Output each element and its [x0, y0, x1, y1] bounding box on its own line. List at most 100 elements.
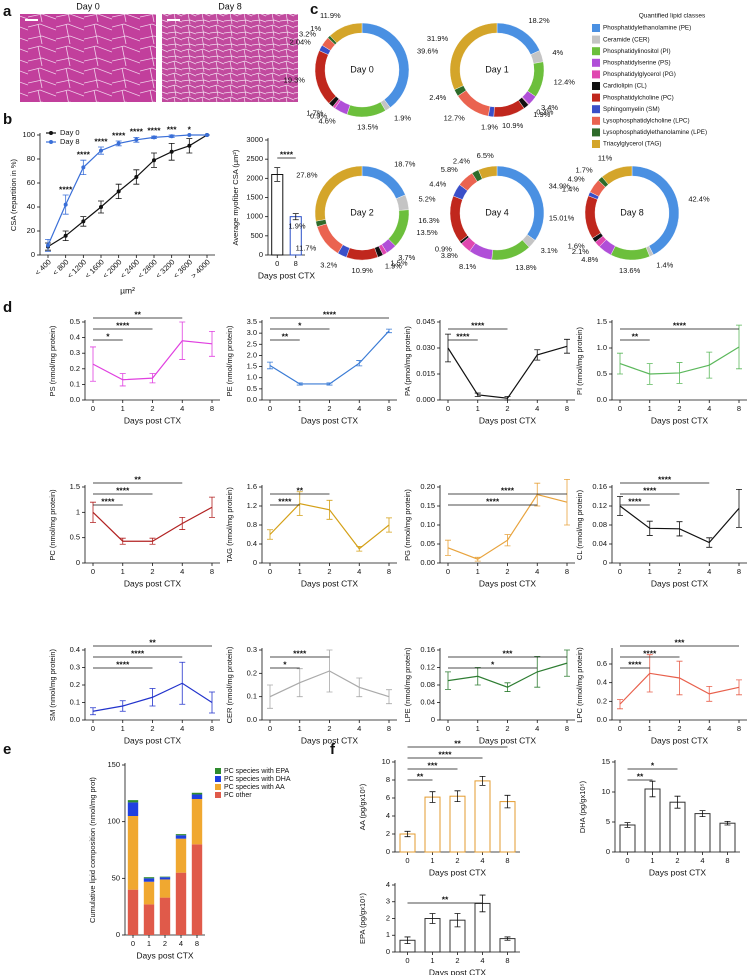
- slice-label: 42.4%: [688, 194, 710, 203]
- donut-slice: [316, 223, 344, 254]
- y-tick-label: 0.15: [420, 501, 435, 510]
- y-tick-label: 0.04: [420, 697, 435, 706]
- x-tick-label: 1: [476, 404, 480, 413]
- x-tick-label: 0: [91, 404, 95, 413]
- panel-label: f: [330, 741, 336, 758]
- x-tick-label: 2: [150, 724, 154, 733]
- x-tick-label: 2: [677, 567, 681, 576]
- slice-label: 4.6%: [319, 117, 336, 126]
- slice-label: 4%: [552, 48, 563, 57]
- y-tick-label: 0.5: [70, 317, 80, 326]
- bar: [499, 801, 516, 853]
- y-tick-label: 2000: [246, 173, 263, 182]
- donut-slice: [388, 209, 410, 247]
- slice-label: 2.1%: [572, 247, 589, 256]
- donut-slice: [584, 195, 602, 239]
- y-tick-label: 2500: [246, 154, 263, 163]
- legend-swatch: [215, 776, 221, 782]
- legend-label: Lysophosphatidylcholine (LPC): [603, 117, 690, 124]
- x-axis-title: Days post CTX: [301, 415, 358, 425]
- slice-label: 13.5%: [357, 123, 379, 132]
- significance-label: **: [417, 771, 424, 781]
- slice-label: 15.01%: [549, 214, 575, 223]
- donut-slice: [449, 195, 468, 242]
- y-tick-label: 0.08: [420, 680, 435, 689]
- y-tick-label: 150: [107, 760, 120, 769]
- donut-slice: [610, 245, 651, 261]
- slice-label: 1.5%: [390, 259, 407, 268]
- donut-center-label: Day 4: [485, 207, 509, 217]
- legend-title: Quantified lipid classes: [639, 13, 706, 20]
- slice-label: 18.2%: [528, 16, 550, 25]
- significance-label: ***: [503, 648, 514, 658]
- data-point: [187, 133, 192, 137]
- bar-segment: [143, 878, 155, 882]
- legend-swatch: [592, 105, 600, 114]
- y-tick-label: 0.2: [70, 364, 80, 373]
- x-tick-label: < 400: [33, 257, 53, 277]
- bar: [669, 801, 686, 853]
- significance-label: ****: [471, 320, 485, 330]
- bar-segment: [159, 879, 171, 898]
- error-bar: [429, 791, 436, 803]
- x-axis-title: Days post CTX: [479, 735, 536, 745]
- slice-label: 0.9%: [435, 245, 452, 254]
- y-tick-label: 15: [602, 757, 610, 766]
- x-tick-label: 1: [147, 939, 151, 948]
- data-line: [47, 134, 208, 248]
- slice-label: 1.4%: [562, 184, 579, 193]
- x-tick-label: 8: [737, 724, 741, 733]
- donut-slice: [346, 247, 379, 261]
- data-point: [99, 205, 103, 209]
- y-tick-label: 0: [431, 715, 435, 724]
- y-tick-label: 0.2: [247, 668, 257, 677]
- significance-label: ****: [643, 485, 657, 495]
- x-tick-label: 8: [387, 404, 391, 413]
- slice-label: 11%: [598, 153, 613, 162]
- y-tick-label: 0: [606, 847, 610, 856]
- bar: [719, 822, 736, 853]
- x-tick-label: 4: [357, 567, 361, 576]
- y-tick-label: 0.8: [247, 520, 257, 529]
- y-tick-label: 0.4: [70, 333, 80, 342]
- x-tick-label: 8: [195, 939, 199, 948]
- x-tick-label: 2: [163, 939, 167, 948]
- donut-slice: [496, 165, 545, 241]
- significance-label: ****: [101, 496, 115, 506]
- legend-label: Phosphatidylserine (PS): [603, 59, 671, 66]
- data-point: [205, 133, 209, 137]
- y-tick-label: 1.0: [597, 343, 607, 352]
- significance-label: **: [454, 738, 461, 748]
- slice-label: 19.3%: [284, 75, 306, 84]
- x-tick-label: 4: [707, 404, 711, 413]
- slice-label: 34.9%: [549, 181, 571, 190]
- legend-label: PC species with DHA: [224, 776, 291, 783]
- y-axis-title: AA (pg/gx10⁵): [358, 783, 367, 830]
- y-tick-label: 100: [107, 817, 120, 826]
- y-tick-label: 0: [116, 930, 120, 939]
- data-line: [619, 505, 740, 544]
- x-tick-label: 4: [179, 939, 183, 948]
- data-line: [92, 506, 213, 542]
- bar-segment: [143, 881, 155, 905]
- legend-label: Phosphatidylinositol (PI): [603, 48, 671, 55]
- x-axis-title: Days post CTX: [651, 415, 708, 425]
- x-tick-label: 8: [210, 404, 214, 413]
- y-tick-label: 0: [31, 250, 35, 259]
- x-tick-label: 8: [565, 567, 569, 576]
- slice-label: 4.8%: [581, 255, 598, 264]
- y-tick-label: 0.1: [70, 697, 80, 706]
- data-point: [81, 219, 86, 224]
- slice-label: 27.8%: [296, 171, 318, 180]
- data-line: [269, 670, 390, 698]
- error-bar: [479, 776, 486, 786]
- x-tick-label: 0: [268, 567, 272, 576]
- donut-slice: [361, 165, 406, 199]
- x-tick-label: 0: [446, 724, 450, 733]
- x-tick-label: 2: [150, 404, 154, 413]
- y-tick-label: 0.20: [420, 482, 435, 491]
- legend-label: Day 8: [60, 137, 80, 146]
- x-tick-label: 8: [565, 404, 569, 413]
- x-tick-label: 0: [405, 956, 409, 965]
- bar-segment: [159, 897, 171, 935]
